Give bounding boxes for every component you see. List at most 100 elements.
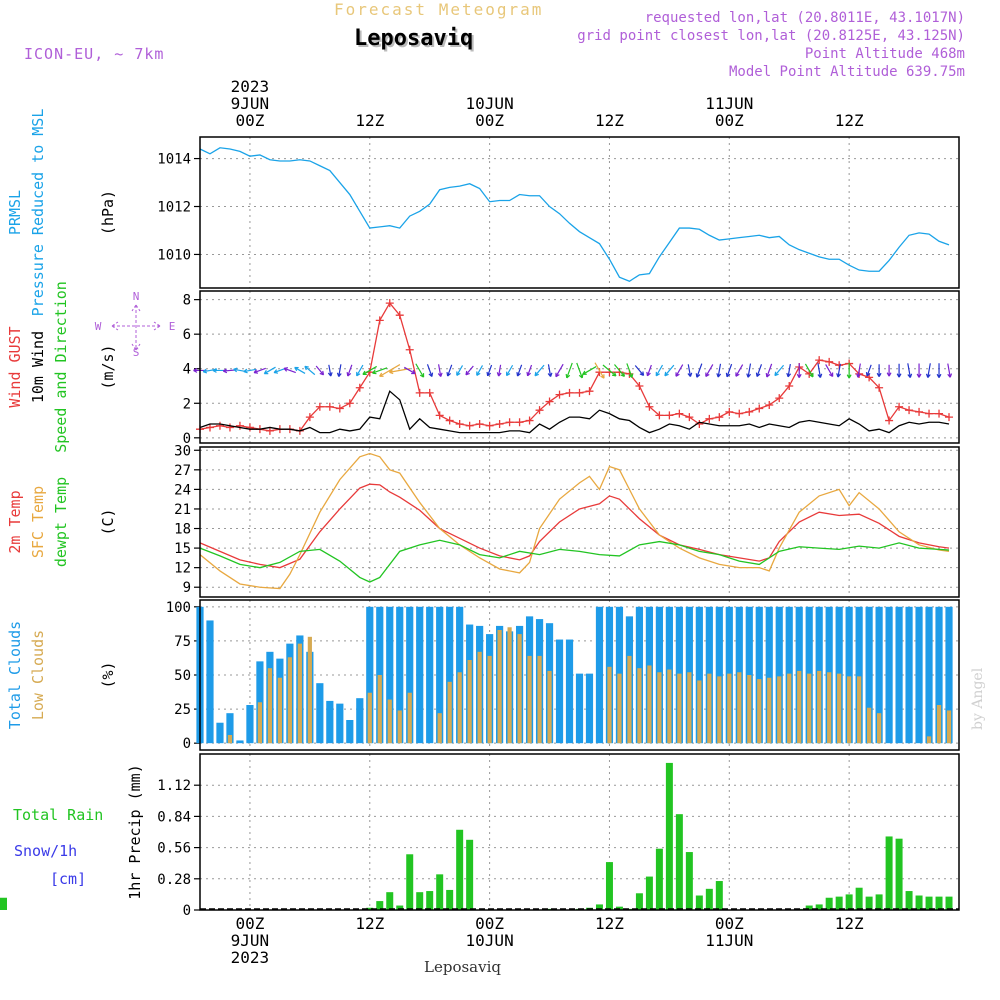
low-clouds-bar	[657, 672, 662, 744]
wind-arrow	[576, 362, 584, 379]
low-clouds-bar	[697, 680, 702, 744]
gust-point	[225, 423, 234, 432]
wind-arrow	[547, 364, 553, 377]
pressure-frame	[199, 136, 960, 289]
wind-arrow	[896, 363, 902, 378]
total-rain-bar	[815, 904, 823, 910]
wind-arrow	[675, 364, 684, 377]
y-tick-label: 8	[183, 293, 191, 309]
total-clouds-bar	[416, 606, 424, 744]
wind-arrow	[336, 364, 342, 377]
compass-south: S	[133, 346, 140, 359]
wind-arrow	[907, 363, 913, 378]
total-rain-bar	[885, 836, 893, 910]
total-rain-bar	[426, 891, 434, 910]
gust-point	[885, 416, 894, 425]
clouds-axis-label: (%)	[99, 661, 117, 688]
wind-arrow	[362, 365, 378, 376]
pressure-axis-label: (hPa)	[99, 190, 117, 235]
total-rain-bar	[835, 896, 843, 910]
wind-arrow	[626, 363, 634, 378]
pressure-panel	[194, 136, 960, 289]
model-point-altitude: Model Point Altitude 639.75m	[728, 64, 965, 80]
gust-point	[305, 413, 314, 422]
page-title: Leposaviq	[354, 26, 474, 51]
top-time-label: 2023	[231, 77, 270, 96]
y-tick-label: 2	[183, 396, 191, 412]
wind-arrow	[594, 362, 605, 379]
clouds-axis-label: Low Clouds	[29, 630, 47, 720]
total-rain-bar	[805, 905, 813, 910]
low-clouds-bar	[936, 705, 942, 744]
wind-arrow	[263, 366, 276, 375]
gust-point	[215, 421, 224, 430]
y-tick-label: 9	[183, 580, 191, 596]
gust-point	[935, 409, 944, 418]
low-clouds-bar	[227, 735, 233, 744]
bottom-time-label: 11JUN	[705, 931, 753, 950]
gust-point	[345, 399, 354, 408]
10m-wind-line	[199, 390, 950, 434]
gust-point	[875, 383, 884, 392]
low-clouds-bar	[667, 669, 672, 744]
wind-arrow	[947, 363, 953, 378]
total-clouds-bar	[426, 606, 434, 744]
wind-arrow	[346, 364, 353, 377]
wind-arrow	[315, 365, 325, 376]
total-clouds-bar	[855, 606, 863, 744]
total-rain-bar	[456, 829, 464, 910]
bottom-time-label: 00Z	[715, 914, 744, 933]
total-clouds-bar	[865, 606, 873, 744]
low-clouds-bar	[527, 655, 532, 744]
gust-point	[435, 411, 444, 420]
total-clouds-bar	[755, 606, 763, 744]
gust-point	[245, 423, 254, 432]
top-time-label: 00Z	[715, 111, 744, 130]
temperature-panel	[194, 446, 960, 598]
gust-point	[465, 421, 474, 430]
total-rain-bar	[376, 901, 384, 910]
gust-point	[395, 311, 404, 320]
wind-arrow	[437, 364, 443, 377]
low-clouds-bar	[677, 673, 682, 744]
bottom-time-label: 12Z	[835, 914, 864, 933]
total-clouds-bar	[695, 606, 703, 744]
low-clouds-bar	[387, 699, 392, 744]
low-clouds-bar	[467, 660, 472, 744]
gust-point	[265, 426, 274, 435]
wind-axis-label: 10m Wind	[29, 331, 47, 403]
dewpt-temp-line	[199, 539, 950, 583]
total-rain-bar	[645, 876, 653, 910]
gust-point	[415, 388, 424, 397]
low-clouds-bar	[257, 702, 263, 744]
gust-point	[765, 401, 774, 409]
total-clouds-bar	[925, 606, 933, 744]
total-rain-bar	[406, 854, 414, 910]
y-tick-label: 12	[174, 561, 191, 577]
gust-point	[545, 397, 554, 406]
y-tick-label: 25	[174, 702, 191, 718]
wind-arrow	[372, 367, 388, 375]
credit-watermark: by Angel	[970, 667, 986, 730]
temperature-axis-label: dewpt Temp	[52, 477, 70, 567]
wind-arrow	[614, 364, 626, 377]
total-clouds-bar	[585, 673, 594, 744]
wind-arrow	[725, 363, 733, 378]
total-clouds-bar	[775, 606, 783, 744]
gust-point	[815, 356, 824, 365]
low-clouds-bar	[457, 672, 462, 744]
total-clouds-bar	[226, 713, 234, 744]
y-tick-label: 1012	[157, 200, 191, 216]
low-clouds-bar	[847, 676, 852, 744]
wind-arrow	[565, 362, 573, 379]
gust-point	[455, 420, 464, 428]
wind-arrow	[534, 364, 545, 377]
low-clouds-bar	[857, 676, 862, 744]
gust-point	[555, 390, 564, 399]
y-tick-label: 75	[174, 634, 191, 650]
wind-arrow	[294, 366, 306, 374]
total-rain-bar	[905, 891, 913, 910]
wind-arrow	[379, 364, 401, 377]
total-clouds-bar	[406, 606, 414, 744]
wind-arrow	[705, 364, 714, 378]
